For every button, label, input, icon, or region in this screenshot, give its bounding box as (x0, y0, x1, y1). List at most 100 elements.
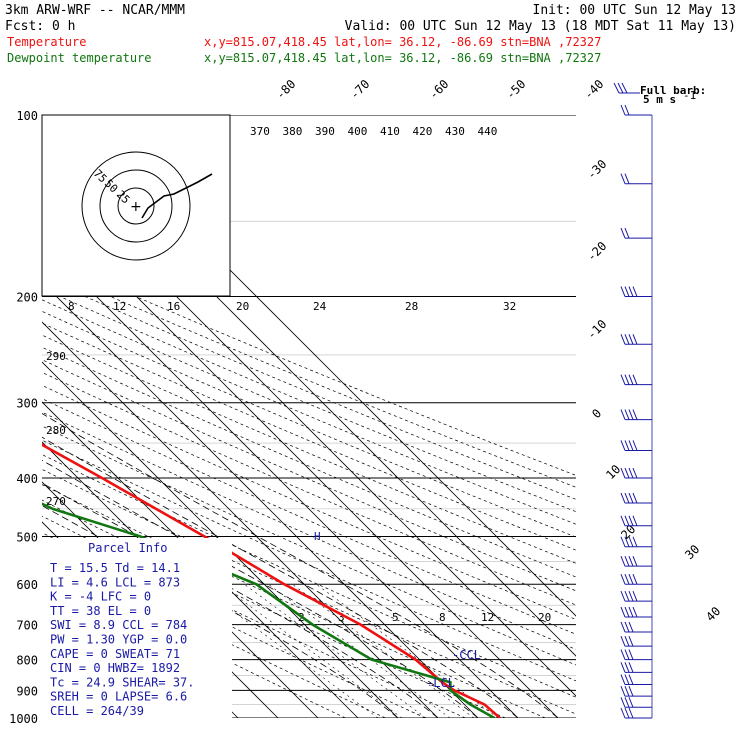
wind-barb-flag (624, 621, 630, 633)
wind-barb (620, 440, 652, 451)
wind-barb-flag (632, 374, 638, 385)
wind-barb (620, 536, 652, 548)
mixing-ratio-label-top: 20 (236, 300, 249, 313)
wind-barb-flag (632, 492, 638, 504)
pressure-label-400: 400 (16, 472, 38, 486)
mixing-ratio-label-low: 8 (439, 611, 446, 624)
wind-barb-flag (632, 515, 638, 526)
theta-label: 390 (315, 125, 335, 138)
wind-barb-flag (624, 334, 630, 345)
moist-adiabat (42, 413, 559, 718)
wind-barb-flag (624, 173, 630, 184)
parcel-info-row: CELL = 264/39 (50, 704, 144, 718)
wind-barb-flag (632, 590, 638, 602)
parcel-info-row: SREH = 0 LAPSE= 6.6 (50, 690, 187, 704)
wind-barb (620, 374, 652, 386)
wind-barb (620, 590, 652, 602)
wind-barb (620, 515, 652, 527)
isotherm-label-top: -80 (273, 77, 298, 102)
pressure-label-600: 600 (16, 578, 38, 592)
mixing-ratio-line (220, 583, 403, 718)
wind-barb (620, 606, 652, 618)
parcel-info-row: CIN = 0 HWBZ= 1892 (50, 661, 180, 675)
theta-label: 430 (445, 125, 465, 138)
theta-label-left: 270 (46, 495, 66, 508)
ccl-marker: -CCL (452, 648, 481, 662)
wind-barb-flag (628, 621, 634, 633)
mixing-ratio-line (244, 583, 427, 718)
parcel-info-row: SWI = 8.9 CCL = 784 (50, 618, 187, 632)
isotherm-label-top: -40 (581, 77, 606, 102)
legend-dew-label: Dewpoint temperature (7, 51, 152, 65)
pressure-label-800: 800 (16, 654, 38, 668)
pressure-label-500: 500 (16, 530, 38, 544)
mixing-ratio-line (196, 583, 379, 718)
header-init: Init: 00 UTC Sun 12 May 13 (533, 3, 737, 18)
dry-adiabat (42, 454, 576, 698)
wind-barb-flag (632, 467, 638, 479)
mixing-ratio-label-top: 8 (68, 300, 75, 313)
dry-adiabat (42, 439, 576, 682)
wind-barb-flag (628, 685, 634, 697)
wind-barb-flag (620, 536, 626, 547)
parcel-info-panel: Parcel Info T = 15.5 Td = 14.1LI = 4.6 L… (42, 538, 232, 718)
mixing-ratio-line (268, 583, 451, 718)
dry-adiabat (42, 255, 576, 476)
wind-barb (620, 697, 652, 708)
barb-legend-icon (613, 82, 640, 94)
wind-barb-flag (624, 697, 630, 708)
isotherm-label-right: -20 (584, 239, 609, 264)
mixing-ratio-label-top: 16 (167, 300, 180, 313)
height-marker-h: H (314, 530, 321, 543)
theta-label: 380 (283, 125, 303, 138)
wind-barb-flag (628, 635, 634, 647)
mixing-ratio-line (292, 583, 475, 718)
wind-barb-flag (620, 492, 626, 504)
wind-barb-flag (620, 685, 626, 697)
theta-label: 410 (380, 125, 400, 138)
isotherm-line (42, 401, 359, 718)
parcel-info-row: T = 15.5 Td = 14.1 (50, 561, 180, 575)
hodograph-ring-50 (99, 169, 173, 243)
wind-barb-flag (628, 515, 634, 526)
theta-label-left: 280 (46, 424, 66, 437)
hodograph: 75 50 25 + (41, 114, 231, 297)
wind-barb-flag (632, 606, 638, 618)
mixing-ratio-label-low: 5 (392, 611, 399, 624)
pressure-label-700: 700 (16, 619, 38, 633)
wind-barb-flag (620, 467, 626, 479)
wind-barb-flag (620, 440, 626, 451)
hodograph-trace (141, 173, 213, 219)
wind-barb (620, 662, 652, 673)
theta-label: 420 (413, 125, 433, 138)
wind-barb-flag (628, 374, 634, 385)
wind-barb-flag (632, 286, 638, 297)
wind-barb-flag (620, 635, 626, 647)
dry-adiabat (42, 425, 576, 666)
wind-barb-flag (624, 515, 630, 526)
wind-barb-flag (624, 467, 630, 479)
dewpoint-profile (42, 502, 496, 718)
wind-barb-flag (620, 227, 626, 239)
wind-barb-flag (628, 440, 634, 451)
mixing-ratio-label-top: 28 (405, 300, 418, 313)
wind-barb-flag (628, 536, 634, 547)
wind-barb-flag (628, 334, 634, 345)
wind-barb-flag (624, 649, 630, 660)
wind-barb-flag (632, 536, 638, 547)
mixing-ratio-label-top: 12 (113, 300, 126, 313)
mixing-ratio-label-top: 32 (503, 300, 516, 313)
wind-barb-flag (628, 555, 634, 567)
theta-label: 370 (250, 125, 270, 138)
isotherm-label-top: -50 (503, 77, 528, 102)
wind-barb-flag (624, 662, 630, 673)
barb-legend-line1: Full barb: (640, 84, 706, 97)
wind-barb-flag (632, 409, 638, 420)
wind-barb-flag (620, 574, 626, 585)
wind-barb-flag (620, 334, 626, 345)
parcel-info-row: TT = 38 EL = 0 (50, 604, 151, 618)
wind-barb (620, 492, 652, 504)
wind-barb-flag (620, 515, 626, 526)
parcel-info-background (42, 538, 232, 718)
